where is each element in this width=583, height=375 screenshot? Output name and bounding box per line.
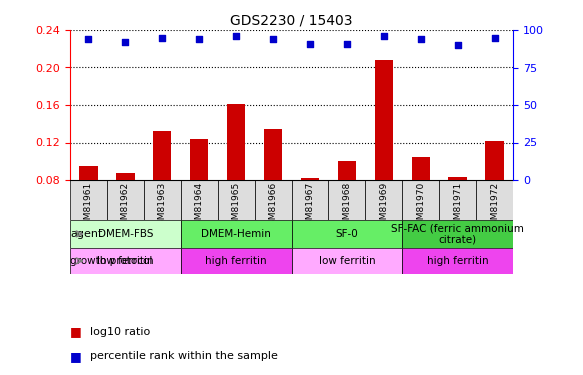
Text: GSM81962: GSM81962 <box>121 182 130 231</box>
Text: GSM81967: GSM81967 <box>305 182 314 231</box>
Point <box>342 40 352 46</box>
Text: GSM81968: GSM81968 <box>342 182 352 231</box>
Bar <box>476 180 513 220</box>
Bar <box>412 157 430 180</box>
Point <box>231 33 241 39</box>
Bar <box>181 180 217 220</box>
Text: percentile rank within the sample: percentile rank within the sample <box>90 351 278 361</box>
Text: SF-FAC (ferric ammonium
citrate): SF-FAC (ferric ammonium citrate) <box>391 223 524 245</box>
Text: GSM81963: GSM81963 <box>158 182 167 231</box>
Bar <box>301 178 319 180</box>
Text: GSM81971: GSM81971 <box>453 182 462 231</box>
Bar <box>255 180 292 220</box>
Text: ■: ■ <box>70 350 82 363</box>
Bar <box>153 131 171 180</box>
Text: GSM81964: GSM81964 <box>195 182 203 231</box>
Point <box>84 36 93 42</box>
Bar <box>292 180 328 220</box>
Text: high ferritin: high ferritin <box>427 256 489 266</box>
Bar <box>107 180 144 220</box>
Bar <box>366 180 402 220</box>
Bar <box>485 141 504 180</box>
Text: GSM81969: GSM81969 <box>380 182 388 231</box>
Text: GSM81966: GSM81966 <box>269 182 278 231</box>
Point <box>379 33 388 39</box>
Point <box>416 36 426 42</box>
Text: low ferritin: low ferritin <box>318 256 375 266</box>
Bar <box>338 161 356 180</box>
Point <box>268 36 278 42</box>
Text: agent: agent <box>71 229 103 239</box>
Bar <box>181 248 292 274</box>
Text: DMEM-FBS: DMEM-FBS <box>97 229 153 239</box>
Bar <box>292 220 402 248</box>
Text: DMEM-Hemin: DMEM-Hemin <box>201 229 271 239</box>
Bar <box>79 166 97 180</box>
Bar <box>402 180 439 220</box>
Bar <box>116 172 135 180</box>
Bar <box>402 248 513 274</box>
Text: high ferritin: high ferritin <box>205 256 267 266</box>
Point <box>121 39 130 45</box>
Bar <box>374 60 393 180</box>
Text: GSM81961: GSM81961 <box>84 182 93 231</box>
Bar <box>292 248 402 274</box>
Bar <box>190 139 209 180</box>
Text: growth protocol: growth protocol <box>71 256 153 266</box>
Bar <box>181 220 292 248</box>
Text: GSM81972: GSM81972 <box>490 182 499 231</box>
Text: SF-0: SF-0 <box>335 229 359 239</box>
Bar <box>402 220 513 248</box>
Point <box>305 40 315 46</box>
Bar <box>144 180 181 220</box>
Bar <box>328 180 366 220</box>
Point <box>490 34 499 40</box>
Bar <box>70 248 181 274</box>
Text: log10 ratio: log10 ratio <box>90 327 150 337</box>
Bar <box>264 129 282 180</box>
Title: GDS2230 / 15403: GDS2230 / 15403 <box>230 13 353 27</box>
Point <box>195 36 204 42</box>
Text: GSM81965: GSM81965 <box>231 182 241 231</box>
Bar <box>70 180 107 220</box>
Bar <box>70 220 181 248</box>
Bar <box>439 180 476 220</box>
Text: low ferritin: low ferritin <box>97 256 154 266</box>
Bar <box>448 177 467 180</box>
Point <box>157 34 167 40</box>
Text: ■: ■ <box>70 326 82 338</box>
Bar <box>217 180 255 220</box>
Text: GSM81970: GSM81970 <box>416 182 425 231</box>
Bar <box>227 104 245 180</box>
Point <box>453 42 462 48</box>
